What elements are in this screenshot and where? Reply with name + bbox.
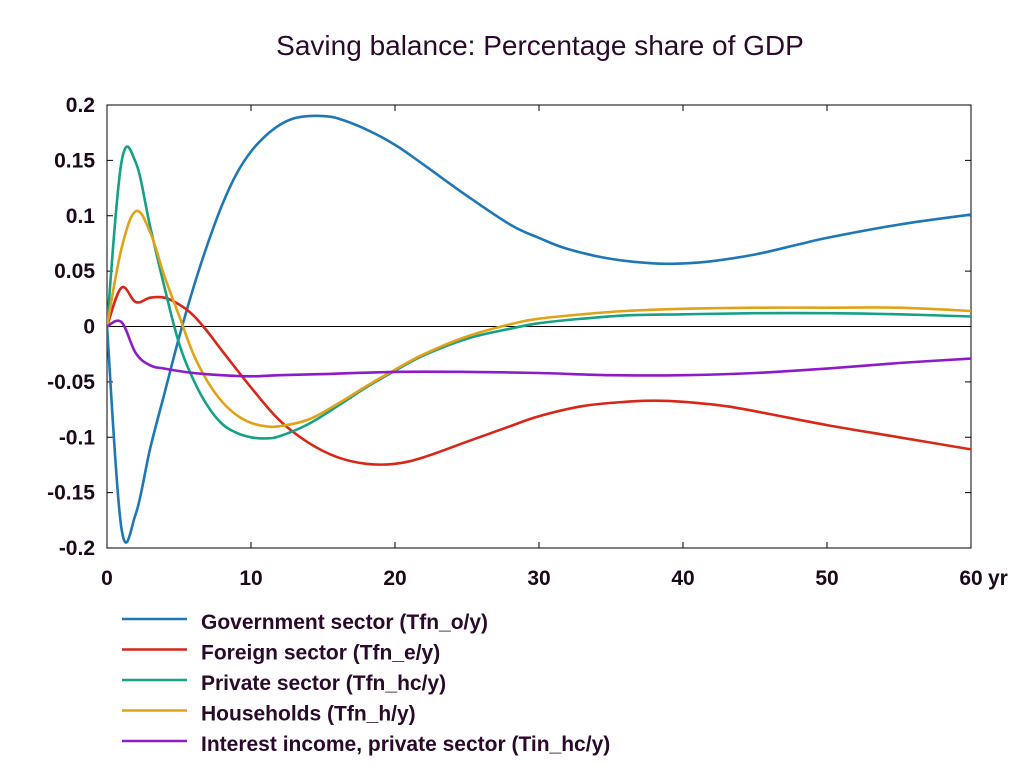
legend-label: Government sector (Tfn_o/y) (201, 611, 488, 634)
y-tick-label: -0.2 (59, 537, 95, 560)
y-tick-label: -0.15 (47, 482, 95, 505)
chart-title: Saving balance: Percentage share of GDP (276, 30, 804, 61)
x-tick-label: 0 (101, 567, 113, 590)
x-tick-label: 10 (239, 567, 262, 590)
series-line-1 (107, 114, 971, 544)
x-unit-label: yr (988, 567, 1008, 590)
y-tick-label: 0.1 (66, 205, 96, 228)
y-tick-labels: 0.2 0.15 0.1 0.05 0 -0.05 -0.1 -0.15 -0.2 (47, 94, 95, 560)
legend-label: Interest income, private sector (Tin_hc/… (201, 733, 610, 756)
x-tick-labels: 0 10 20 30 40 50 60 yr (101, 567, 1008, 590)
series-line-4 (107, 209, 971, 429)
y-tick-label: -0.05 (47, 371, 95, 394)
x-tick-label: 30 (527, 567, 550, 590)
legend-label: Foreign sector (Tfn_e/y) (201, 642, 440, 665)
x-tick-label: 20 (383, 567, 406, 590)
y-tick-label: 0.2 (66, 94, 95, 117)
y-tick-label: -0.1 (59, 426, 96, 449)
y-tick-label: 0.15 (54, 149, 95, 172)
series-line-5 (107, 319, 971, 378)
series-group (107, 114, 971, 544)
series-line-3 (107, 145, 971, 440)
x-tick-label: 40 (671, 567, 694, 590)
y-tick-label: 0 (83, 316, 95, 339)
x-tick-label: 50 (815, 567, 838, 590)
x-tick-label: 60 (959, 567, 982, 590)
y-tick-label: 0.05 (54, 260, 95, 283)
legend-label: Households (Tfn_h/y) (201, 703, 416, 726)
legend: Government sector (Tfn_o/y) Foreign secto… (122, 611, 610, 756)
legend-label: Private sector (Tfn_hc/y) (201, 672, 446, 695)
